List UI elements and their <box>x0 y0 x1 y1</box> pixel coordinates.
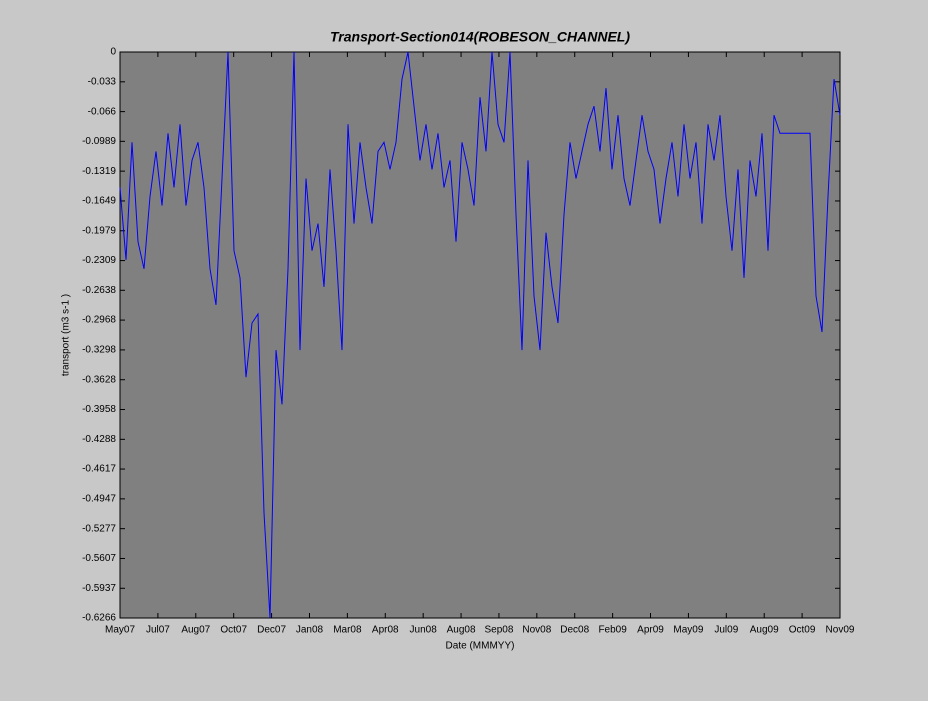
plot-area <box>119 51 841 619</box>
x-tick-label: Mar08 <box>333 625 362 636</box>
x-tick-label: May07 <box>105 625 135 636</box>
y-tick-label: -0.066 <box>88 106 117 117</box>
y-axis-label: transport (m3 s-1 ) <box>61 294 72 376</box>
y-tick-label: -0.2968 <box>82 315 116 326</box>
y-tick-label: -0.3298 <box>82 345 116 356</box>
y-tick-label: -0.5937 <box>82 583 116 594</box>
x-tick-label: Feb09 <box>598 625 627 636</box>
x-tick-label: Aug07 <box>181 625 210 636</box>
y-tick-label: -0.0989 <box>82 136 116 147</box>
y-tick-label: -0.5277 <box>82 523 116 534</box>
y-tick-label: -0.3628 <box>82 374 116 385</box>
y-tick-label: -0.4288 <box>82 434 116 445</box>
x-tick-label: Nov09 <box>826 625 855 636</box>
x-tick-label: Dec08 <box>560 625 589 636</box>
x-tick-label: Aug09 <box>750 625 779 636</box>
x-tick-label: Sep08 <box>484 625 513 636</box>
x-tick-label: Oct07 <box>220 625 247 636</box>
x-tick-label: Jul09 <box>714 625 738 636</box>
chart-title: Transport-Section014(ROBESON_CHANNEL) <box>330 29 630 45</box>
x-tick-label: Apr09 <box>637 625 664 636</box>
y-tick-label: -0.2309 <box>82 255 116 266</box>
y-tick-label: 0 <box>110 47 116 58</box>
y-tick-label: -0.4617 <box>82 464 116 475</box>
x-tick-label: Dec07 <box>257 625 286 636</box>
x-tick-label: May09 <box>673 625 703 636</box>
data-line <box>119 51 841 619</box>
x-tick-label: Jan08 <box>296 625 324 636</box>
y-tick-label: -0.3958 <box>82 404 116 415</box>
y-tick-label: -0.1649 <box>82 196 116 207</box>
x-tick-label: Oct09 <box>789 625 816 636</box>
y-tick-label: -0.033 <box>88 76 117 87</box>
x-axis-label: Date (MMMYY) <box>446 641 515 652</box>
x-tick-label: Jul07 <box>146 625 170 636</box>
y-tick-label: -0.4947 <box>82 493 116 504</box>
x-tick-label: Nov08 <box>522 625 551 636</box>
x-tick-label: Jun08 <box>410 625 438 636</box>
x-tick-label: Aug08 <box>447 625 476 636</box>
y-tick-label: -0.1979 <box>82 225 116 236</box>
y-tick-label: -0.1319 <box>82 166 116 177</box>
x-tick-label: Apr08 <box>372 625 399 636</box>
y-tick-label: -0.5607 <box>82 553 116 564</box>
y-tick-label: -0.2638 <box>82 285 116 296</box>
y-tick-label: -0.6266 <box>82 613 116 624</box>
